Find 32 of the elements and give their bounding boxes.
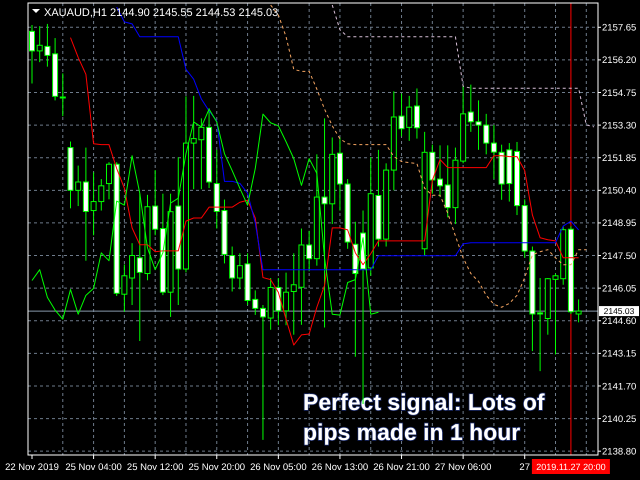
x-tick-label: 25 Nov 04:00 bbox=[65, 462, 122, 473]
y-tick-label: 2154.75 bbox=[602, 88, 636, 99]
y-tick-label: 2153.30 bbox=[602, 120, 636, 132]
line-series bbox=[332, 4, 594, 128]
x-tick-label: 22 Nov 2019 bbox=[5, 462, 59, 473]
x-tick-label: 26 Nov 21:00 bbox=[373, 462, 430, 473]
ref-line-label: 2145.03 bbox=[604, 306, 635, 316]
y-tick-label: 2144.60 bbox=[602, 316, 636, 328]
x-tick-label: 25 Nov 12:00 bbox=[126, 462, 184, 473]
y-tick-label: 2148.95 bbox=[602, 218, 636, 230]
x-tick-label: 27 Nov 06:00 bbox=[434, 462, 492, 473]
y-tick-label: 2147.50 bbox=[602, 250, 636, 262]
x-tick-label: 27 bbox=[519, 462, 530, 473]
x-tick-label: 2019.11.27 20:00 bbox=[536, 462, 606, 472]
line-series bbox=[70, 37, 580, 346]
candlestick bbox=[98, 178, 104, 212]
x-tick-label: 25 Nov 20:00 bbox=[188, 462, 246, 473]
y-tick-label: 2146.05 bbox=[602, 283, 636, 294]
candlestick bbox=[60, 72, 66, 117]
y-tick-label: 2157.65 bbox=[602, 22, 636, 34]
y-tick-label: 2140.25 bbox=[602, 414, 636, 425]
y-tick-label: 2150.40 bbox=[602, 186, 636, 197]
x-tick-label: 26 Nov 05:00 bbox=[250, 462, 307, 473]
y-tick-label: 2151.85 bbox=[602, 153, 636, 164]
x-tick-label: 26 Nov 13:00 bbox=[312, 462, 368, 473]
y-tick-label: 2141.70 bbox=[602, 381, 636, 392]
candlestick bbox=[229, 246, 236, 292]
candlestick bbox=[414, 88, 420, 140]
y-tick-label: 2138.80 bbox=[602, 446, 636, 458]
y-tick-label: 2143.15 bbox=[602, 348, 636, 360]
annotation: Perfect signal: Lots of pips made in 1 hour bbox=[303, 389, 545, 445]
y-tick-label: 2156.20 bbox=[602, 55, 636, 66]
